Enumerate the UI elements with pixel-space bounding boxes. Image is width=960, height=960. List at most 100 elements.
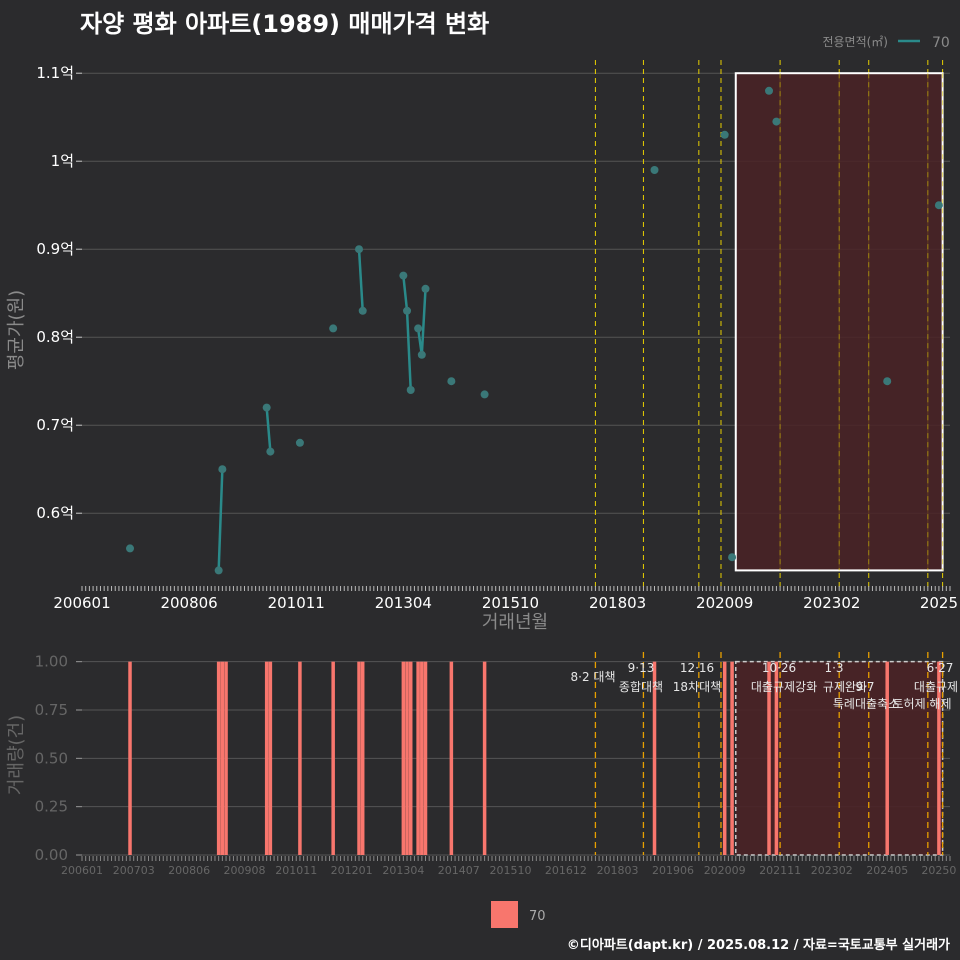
policy-label: 6·27 <box>927 661 954 675</box>
price-x-tick-label: 201803 <box>589 594 646 612</box>
price-legend-title: 전용면적(㎡) <box>822 35 888 49</box>
price-x-tick-label: 2025 <box>920 594 958 612</box>
price-x-tick-label: 201304 <box>375 594 432 612</box>
volume-x-tick-label: 200806 <box>168 864 210 877</box>
volume-bar <box>774 661 779 855</box>
price-data-point <box>414 324 423 333</box>
volume-x-tick-label: 201612 <box>545 864 587 877</box>
price-series-line <box>265 407 272 452</box>
policy-label: 18차대책 <box>673 679 721 694</box>
volume-x-tick-label: 202405 <box>866 864 908 877</box>
price-y-tick-label: 0.8억 <box>36 328 74 346</box>
volume-y-tick-label: 0.50 <box>35 749 68 767</box>
price-x-tick-label: 202009 <box>696 594 753 612</box>
price-series-line <box>402 275 412 391</box>
volume-legend-label: 70 <box>529 909 546 924</box>
volume-bar <box>220 661 225 855</box>
price-data-point <box>126 544 135 553</box>
policy-label: 대출규제 <box>914 680 958 694</box>
volume-bar <box>268 661 273 855</box>
volume-x-tick-label: 201201 <box>331 864 373 877</box>
volume-y-tick-label: 0.25 <box>35 798 68 816</box>
volume-bar <box>224 661 228 855</box>
policy-label: 9·7 <box>855 680 874 694</box>
volume-bar <box>360 661 365 855</box>
price-data-point <box>421 284 430 293</box>
volume-x-tick-label: 20250 <box>921 864 956 877</box>
volume-x-tick-label: 201011 <box>275 864 317 877</box>
volume-bar <box>482 661 487 855</box>
price-data-point <box>295 438 304 447</box>
policy-label: 12·16 <box>680 661 714 675</box>
policy-label: 9·13 <box>628 661 655 675</box>
volume-x-tick-label: 200908 <box>224 864 266 877</box>
volume-bar <box>405 661 409 855</box>
price-data-point <box>403 306 412 315</box>
policy-label: 8·2 대책 <box>571 669 616 684</box>
price-y-tick-label: 0.7억 <box>36 416 74 434</box>
volume-y-tick-label: 0.75 <box>35 701 68 719</box>
volume-bar <box>767 661 771 855</box>
price-y-axis-title: 평균가(원) <box>6 290 27 370</box>
price-x-tick-label: 200601 <box>53 594 110 612</box>
price-y-tick-label: 1.1억 <box>36 64 74 82</box>
price-data-point <box>266 447 275 456</box>
price-data-point <box>883 377 892 386</box>
price-data-point <box>262 403 271 412</box>
volume-bar <box>298 661 302 855</box>
policy-label: 10·26 <box>762 661 796 675</box>
price-data-point <box>214 566 223 575</box>
volume-bar <box>408 661 413 855</box>
chart-title: 자양 평화 아파트(1989) 매매가격 변화 <box>80 10 490 38</box>
price-legend-label: 70 <box>932 35 950 51</box>
price-data-point <box>447 377 456 386</box>
price-y-tick-label: 1억 <box>51 152 74 170</box>
source-credit: ©디아파트(dapt.kr) / 2025.08.12 / 자료=국토교통부 실… <box>566 938 950 953</box>
volume-bar <box>730 661 734 855</box>
volume-bar <box>423 661 428 855</box>
volume-bar <box>331 661 335 855</box>
price-data-point <box>728 553 737 562</box>
volume-x-tick-label: 201510 <box>489 864 531 877</box>
price-y-tick-label: 0.6억 <box>36 504 74 522</box>
volume-x-tick-label: 201906 <box>652 864 694 877</box>
price-x-tick-label: 201011 <box>268 594 325 612</box>
volume-bar <box>722 661 727 855</box>
price-data-point <box>218 465 227 474</box>
price-x-tick-label: 200806 <box>160 594 217 612</box>
volume-bar <box>216 661 221 855</box>
price-data-point <box>355 245 364 254</box>
volume-x-tick-label: 201304 <box>382 864 424 877</box>
volume-legend-swatch <box>491 901 518 928</box>
policy-label: 대출규제강화 <box>751 680 817 694</box>
price-data-point <box>329 324 338 333</box>
price-x-tick-label: 202302 <box>803 594 860 612</box>
price-data-point <box>406 386 415 394</box>
price-data-point <box>417 350 426 359</box>
price-series-line <box>357 249 364 311</box>
policy-label: 규제완화 <box>823 680 867 694</box>
price-series-line <box>217 469 224 571</box>
price-data-point <box>720 130 729 139</box>
volume-x-tick-label: 202302 <box>811 864 853 877</box>
volume-bar <box>416 661 420 855</box>
volume-x-tick-label: 202009 <box>704 864 746 877</box>
volume-y-tick-label: 0.00 <box>35 846 68 864</box>
price-data-point <box>358 306 367 315</box>
volume-x-tick-label: 201803 <box>597 864 639 877</box>
volume-x-tick-label: 200601 <box>61 864 103 877</box>
price-data-point <box>934 201 943 210</box>
policy-label: 토허제 해제 <box>892 697 951 711</box>
price-data-point <box>772 117 781 126</box>
price-data-point <box>480 390 489 399</box>
volume-bar <box>937 661 941 855</box>
volume-bar <box>128 661 132 855</box>
price-data-point <box>650 166 659 174</box>
volume-bar <box>357 661 361 855</box>
price-x-axis-title: 거래년월 <box>482 612 548 633</box>
volume-x-tick-label: 200703 <box>113 864 155 877</box>
price-y-tick-label: 0.9억 <box>36 240 74 258</box>
volume-bar <box>420 661 424 855</box>
volume-y-tick-label: 1.00 <box>35 653 68 671</box>
